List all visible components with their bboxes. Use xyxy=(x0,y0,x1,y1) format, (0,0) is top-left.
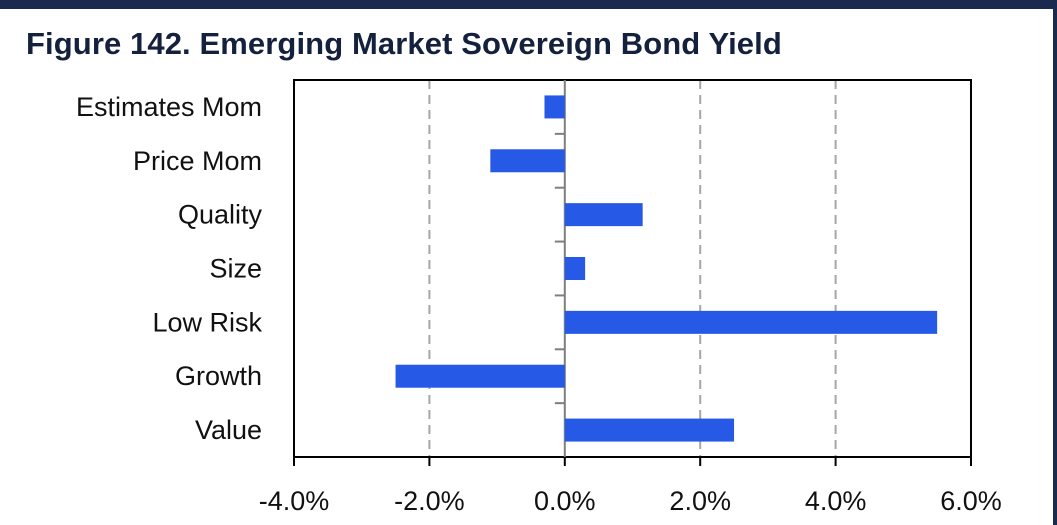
x-tick-label: 2.0% xyxy=(669,486,731,516)
category-label: Low Risk xyxy=(152,307,262,337)
x-tick-label: -4.0% xyxy=(259,486,330,516)
bar-estimates-mom xyxy=(544,95,565,119)
x-tick-label: -2.0% xyxy=(394,486,465,516)
category-label: Size xyxy=(209,254,262,284)
x-tick-label: 4.0% xyxy=(805,486,867,516)
x-tick-label: 0.0% xyxy=(534,486,596,516)
x-tick-label: 6.0% xyxy=(940,486,1002,516)
bar-low-risk xyxy=(564,310,938,334)
right-rule xyxy=(1053,0,1057,525)
bar-growth xyxy=(395,364,565,388)
plot-frame xyxy=(293,79,972,458)
category-label: Estimates Mom xyxy=(76,92,262,122)
category-label: Price Mom xyxy=(133,146,262,176)
category-label: Growth xyxy=(175,361,262,391)
top-rule xyxy=(0,0,1057,9)
chart-title: Figure 142. Emerging Market Sovereign Bo… xyxy=(26,26,782,61)
bar-value xyxy=(564,418,735,442)
category-label: Quality xyxy=(178,200,263,230)
bar-price-mom xyxy=(490,149,565,173)
bar-quality xyxy=(564,203,643,227)
bar-size xyxy=(564,257,586,280)
category-label: Value xyxy=(195,415,262,445)
